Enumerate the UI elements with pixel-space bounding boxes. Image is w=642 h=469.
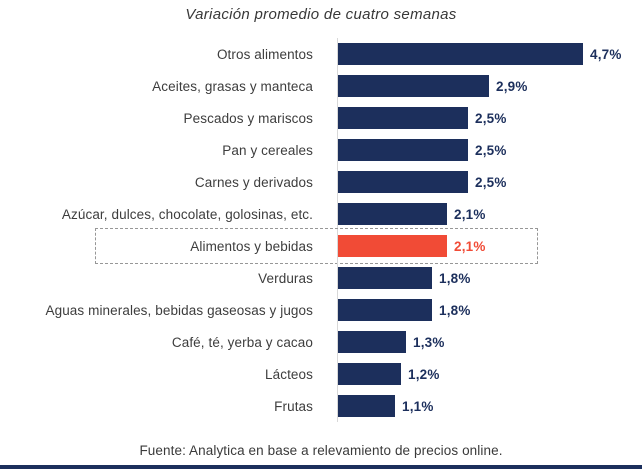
- category-label: Pan y cereales: [222, 142, 313, 158]
- value-label: 2,9%: [496, 78, 528, 94]
- chart-row: Pescados y mariscos 2,5%: [0, 102, 642, 134]
- bar-area: 2,5%: [337, 166, 642, 198]
- bar: [338, 75, 489, 97]
- value-label: 1,8%: [439, 270, 471, 286]
- value-label: 2,5%: [475, 142, 507, 158]
- category-label: Pescados y mariscos: [183, 110, 313, 126]
- source-note: Fuente: Analytica en base a relevamiento…: [139, 443, 503, 458]
- bar: [338, 331, 406, 353]
- bar: [338, 43, 583, 65]
- chart-row: Café, té, yerba y cacao 1,3%: [0, 326, 642, 358]
- category-label: Aguas minerales, bebidas gaseosas y jugo…: [45, 302, 313, 318]
- bar: [338, 203, 447, 225]
- bar-area: 2,9%: [337, 70, 642, 102]
- value-label: 1,2%: [408, 366, 440, 382]
- bar-area: 4,7%: [337, 38, 642, 70]
- bar-chart: Otros alimentos 4,7% Aceites, grasas y man…: [0, 38, 642, 422]
- chart-row: Alimentos y bebidas 2,1%: [0, 228, 642, 264]
- chart-row: Aceites, grasas y manteca 2,9%: [0, 70, 642, 102]
- chart-row: Azúcar, dulces, chocolate, golosinas, et…: [0, 198, 642, 230]
- chart-row: Frutas 1,1%: [0, 390, 642, 422]
- chart-row: Verduras 1,8%: [0, 262, 642, 294]
- bar: [338, 395, 395, 417]
- chart-row: Lácteos 1,2%: [0, 358, 642, 390]
- category-label: Lácteos: [265, 366, 313, 382]
- category-label: Café, té, yerba y cacao: [171, 334, 313, 350]
- category-label: Carnes y derivados: [194, 174, 313, 190]
- bar-area: 1,2%: [337, 358, 642, 390]
- bar-area: 1,1%: [337, 390, 642, 422]
- value-label: 1,8%: [439, 302, 471, 318]
- bar-area: 1,8%: [337, 262, 642, 294]
- bar: [338, 267, 432, 289]
- category-label: Otros alimentos: [216, 46, 313, 62]
- bar-area: 2,1%: [337, 230, 642, 262]
- category-label: Azúcar, dulces, chocolate, golosinas, et…: [61, 206, 313, 222]
- value-label: 2,1%: [454, 238, 486, 254]
- chart-row: Aguas minerales, bebidas gaseosas y jugo…: [0, 294, 642, 326]
- chart-row: Carnes y derivados 2,5%: [0, 166, 642, 198]
- value-label: 1,1%: [402, 398, 434, 414]
- bar-area: 1,8%: [337, 294, 642, 326]
- category-label: Aceites, grasas y manteca: [152, 78, 313, 94]
- value-label: 1,3%: [413, 334, 445, 350]
- bar-area: 2,5%: [337, 102, 642, 134]
- category-label: Frutas: [274, 398, 313, 414]
- category-label: Verduras: [258, 270, 313, 286]
- value-label: 2,1%: [454, 206, 486, 222]
- bar: [338, 139, 468, 161]
- chart-row: Pan y cereales 2,5%: [0, 134, 642, 166]
- bar: [338, 363, 401, 385]
- bar: [338, 107, 468, 129]
- bar: [338, 299, 432, 321]
- chart-title: Variación promedio de cuatro semanas: [185, 6, 457, 23]
- highlight-bar: [338, 235, 447, 257]
- category-label: Alimentos y bebidas: [190, 238, 313, 254]
- value-label: 2,5%: [475, 174, 507, 190]
- bar-area: 2,5%: [337, 134, 642, 166]
- value-label: 2,5%: [475, 110, 507, 126]
- bar: [338, 171, 468, 193]
- chart-row: Otros alimentos 4,7%: [0, 38, 642, 70]
- bottom-border: [0, 465, 642, 469]
- bar-area: 2,1%: [337, 198, 642, 230]
- value-label: 4,7%: [590, 46, 622, 62]
- bar-area: 1,3%: [337, 326, 642, 358]
